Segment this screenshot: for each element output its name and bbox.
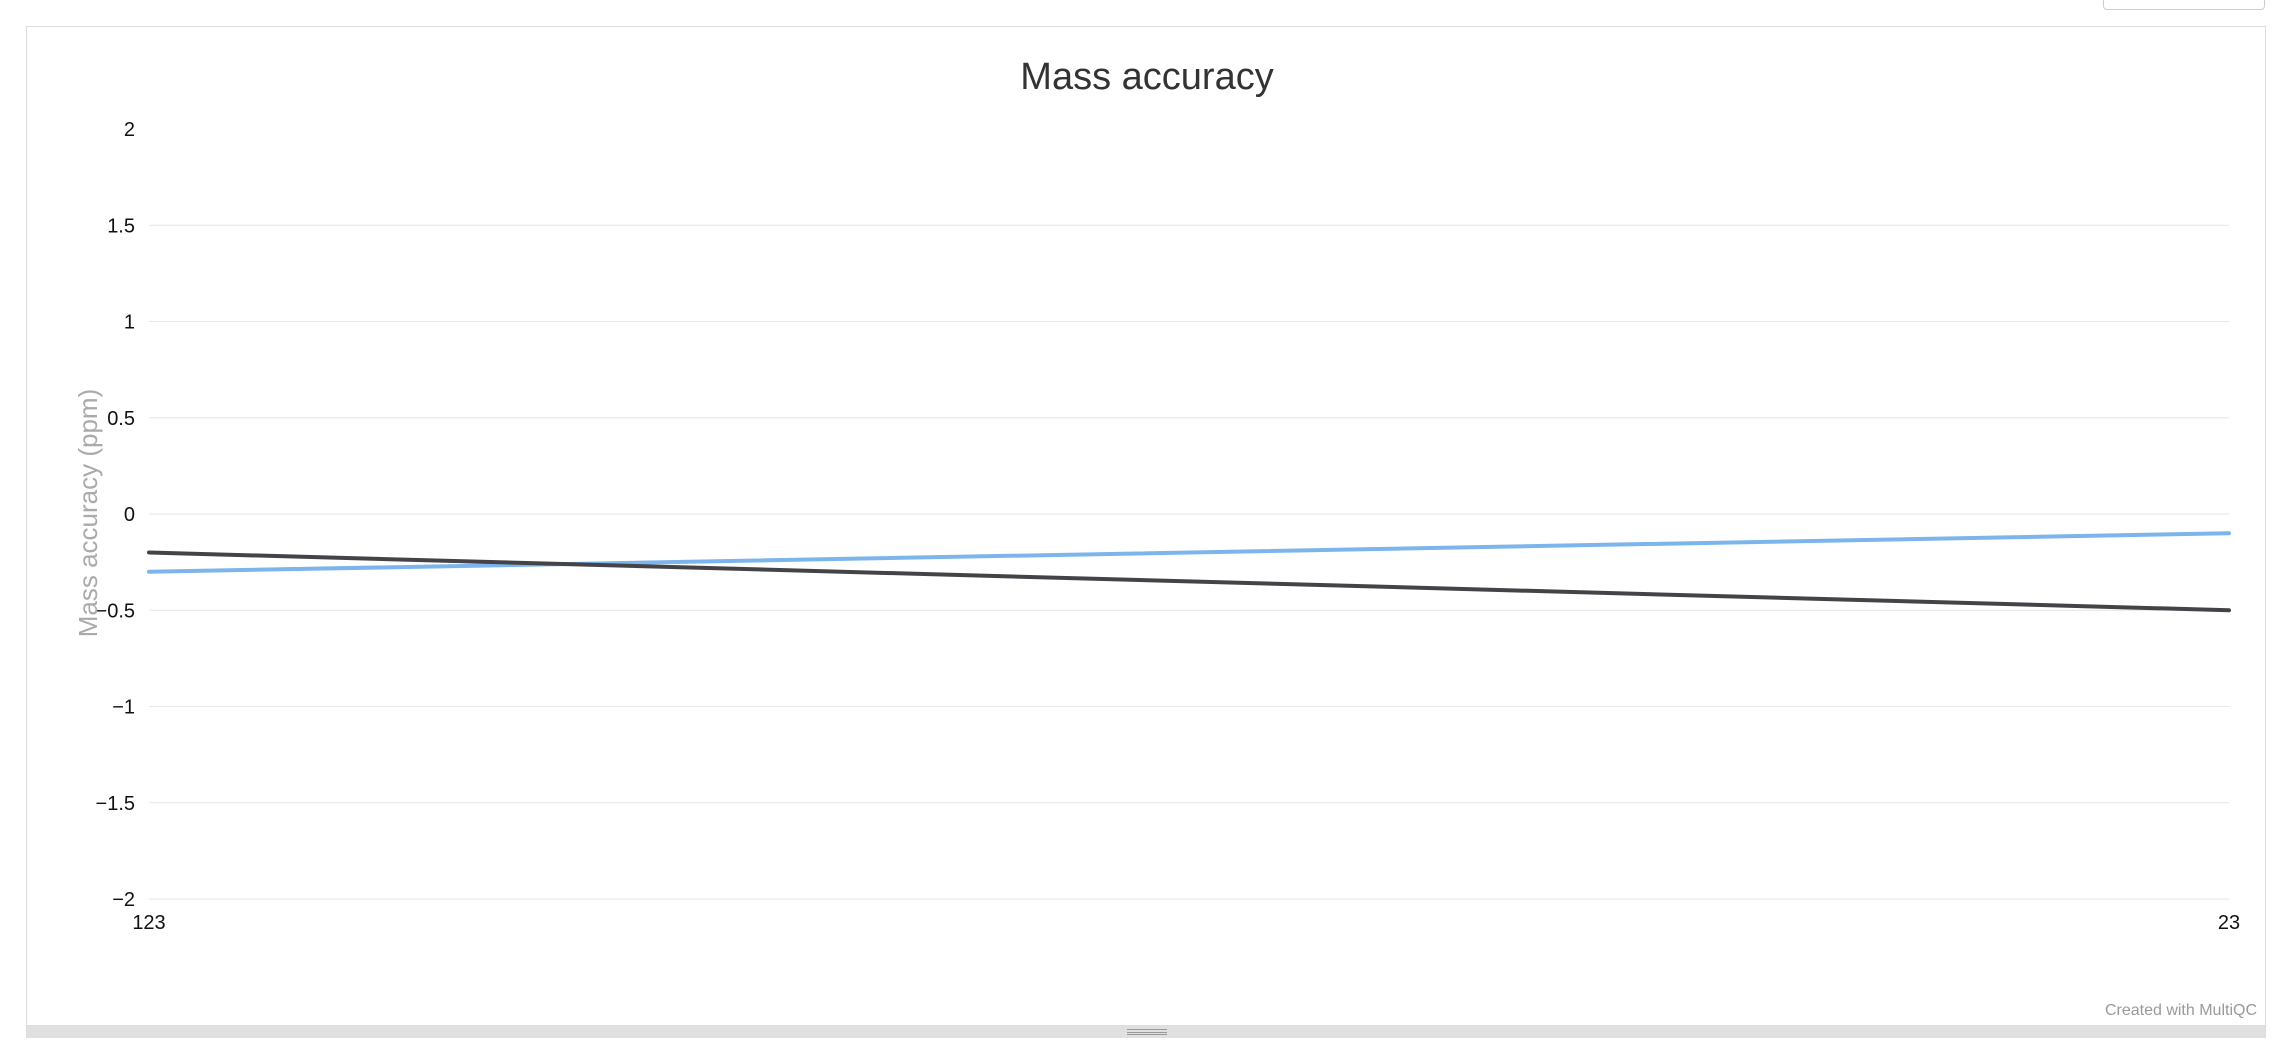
x-tick-label: 123 xyxy=(132,912,165,934)
y-tick-label: 1.5 xyxy=(107,215,135,237)
y-axis-label: Mass accuracy (ppm) xyxy=(73,389,103,638)
series-line-1[interactable] xyxy=(147,531,2231,574)
y-tick-label: 1 xyxy=(124,312,135,334)
y-tick-label: 2 xyxy=(124,119,135,141)
x-tick-label: 23 xyxy=(2218,912,2240,934)
y-tick-label: −1.5 xyxy=(96,793,135,815)
y-axis-ticks: 2 1.5 1 0.5 0 −0.5 −1 −1.5 −2 xyxy=(96,119,135,911)
y-tick-label: −0.5 xyxy=(96,600,135,622)
line-chart: 2 1.5 1 0.5 0 −0.5 −1 −1.5 −2 123 23 Mass accurac… xyxy=(73,56,2257,1019)
grip-icon xyxy=(1127,1029,1167,1035)
resize-handle[interactable] xyxy=(26,1026,2266,1038)
y-tick-label: −1 xyxy=(112,697,135,719)
gridlines xyxy=(149,224,2229,900)
y-tick-label: −2 xyxy=(112,889,135,911)
credits-label[interactable]: Created with MultiQC xyxy=(2105,1002,2257,1019)
y-tick-label: 0.5 xyxy=(107,408,135,430)
series-line-2[interactable] xyxy=(147,550,2231,613)
chart-title: Mass accuracy xyxy=(1020,56,1273,98)
y-tick-label: 0 xyxy=(124,504,135,526)
plot-container: 2 1.5 1 0.5 0 −0.5 −1 −1.5 −2 123 23 Mass accurac… xyxy=(26,26,2266,1026)
export-button[interactable] xyxy=(2103,0,2265,10)
series-lines xyxy=(147,531,2231,613)
x-axis-ticks: 123 23 xyxy=(132,912,2240,934)
